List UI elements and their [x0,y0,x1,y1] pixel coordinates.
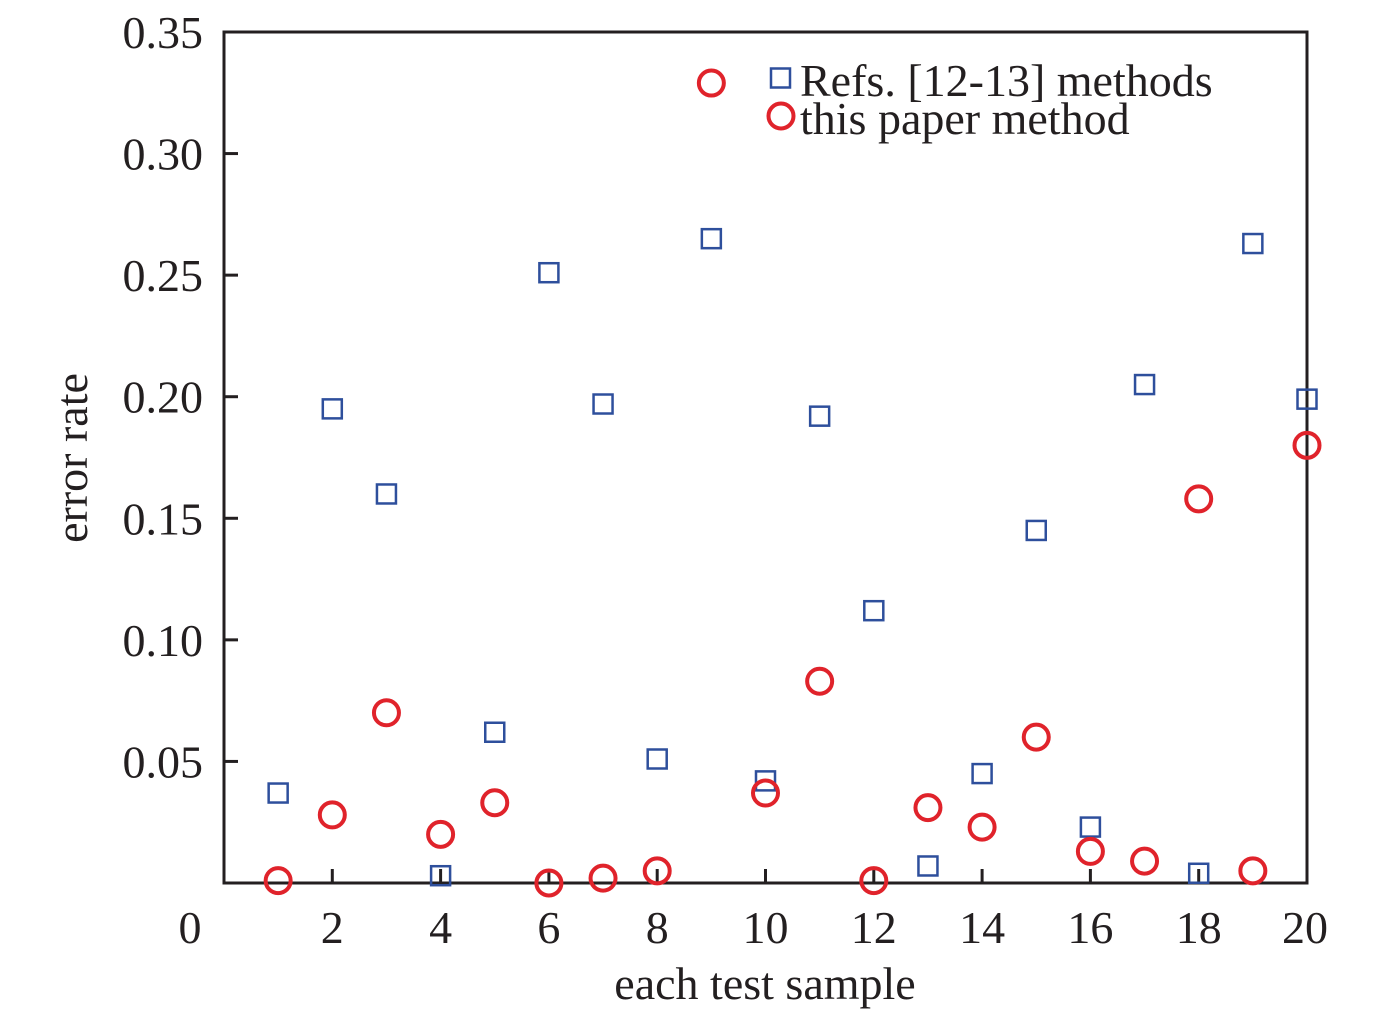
circle-data-point [1184,484,1214,514]
square-data-point [1296,388,1318,410]
square-data-point [321,398,344,420]
x-tick-label: 8 [646,902,669,953]
square-data-point [917,855,939,877]
x-tick-label: 20 [1282,902,1328,953]
square-data-point [700,227,723,250]
x-tick-label: 6 [537,902,560,953]
y-axis-label: error rate [46,373,97,543]
square-data-point [646,748,668,770]
circle-data-point [1238,856,1268,886]
x-tick-label: 18 [1176,902,1222,953]
y-tick-label: 0.05 [123,736,204,787]
square-data-point [484,721,506,744]
circle-data-point [480,788,510,818]
circle-data-point [588,863,618,893]
circle-data-point [426,819,456,849]
circle-data-point [317,800,347,830]
circle-data-point [751,778,780,808]
square-data-point [1242,232,1264,255]
circle-data-point [534,868,564,898]
y-axis-ticks: 0.05 0.10 0.15 0.20 0.25 0.30 0.35 [123,7,238,787]
circle-data-point [859,866,889,896]
legend-square-marker [769,67,792,89]
square-data-point [754,770,777,792]
circle-data-point [1021,722,1051,752]
square-data-point [1133,373,1156,396]
legend-circle-marker [766,101,796,131]
circle-data-point [642,856,672,886]
square-data-point [1187,862,1210,885]
square-data-point [429,864,452,887]
x-tick-label: 10 [743,902,789,953]
circle-data-point [1292,430,1322,460]
square-data-point [267,782,289,804]
data-markers [263,68,1322,898]
y-tick-label: 0.25 [123,250,204,301]
y-tick-label: 0.10 [123,615,204,666]
y-tick-label: 0.35 [123,7,204,58]
x-tick-label: 16 [1067,902,1113,953]
square-data-point [1025,519,1047,542]
x-tick-label: 0 [179,902,202,953]
circle-data-point [805,666,835,696]
y-tick-label: 0.30 [123,129,204,180]
x-tick-label: 2 [321,902,344,953]
square-data-point [863,599,885,622]
x-axis-ticks: 0 2 4 6 8 10 12 14 16 18 20 [179,869,1328,953]
legend-entry-label: Refs. [12-13] methods [800,55,1213,106]
circle-data-point [371,698,401,728]
x-tick-label: 12 [851,902,897,953]
circle-data-point [696,68,726,98]
y-tick-label: 0.15 [123,493,204,544]
y-tick-label: 0.20 [123,372,204,423]
legend-entry-label: this paper method [800,93,1130,144]
plot-frame [222,30,1309,885]
x-tick-label: 4 [429,902,452,953]
x-axis-label: each test sample [614,958,915,1009]
circle-data-point [1130,846,1160,876]
square-data-point [971,762,993,785]
square-data-point [375,483,398,505]
circle-data-point [967,812,997,842]
circle-data-point [1075,836,1105,866]
square-data-point [538,261,560,284]
x-tick-label: 14 [959,902,1005,953]
circle-data-point [263,866,293,896]
square-data-point [592,393,614,415]
circle-data-point [913,793,943,823]
square-data-point [1079,816,1102,838]
square-data-point [808,405,831,427]
